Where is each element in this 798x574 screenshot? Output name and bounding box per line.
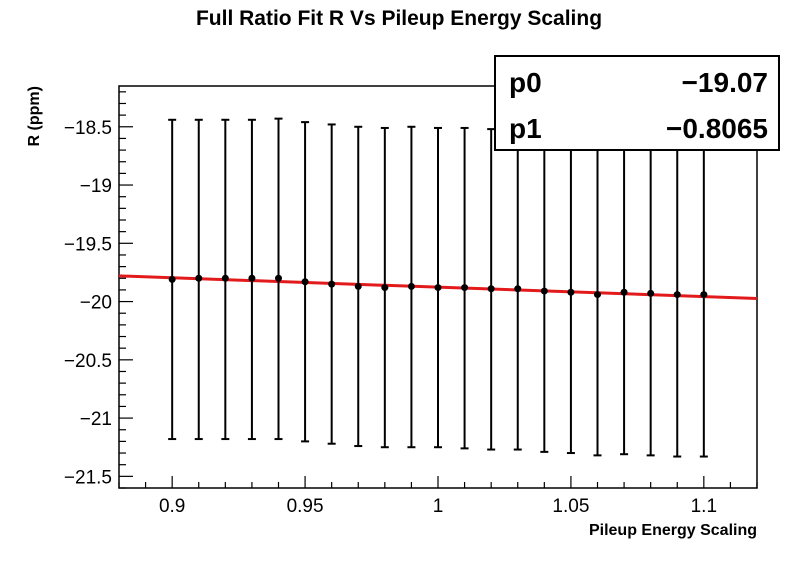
- data-point: [407, 282, 415, 290]
- data-point: [434, 284, 442, 292]
- data-point: [594, 291, 601, 299]
- chart-title: Full Ratio Fit R Vs Pileup Energy Scalin…: [196, 7, 602, 30]
- data-point: [514, 285, 522, 293]
- data-point: [487, 285, 495, 293]
- data-point: [168, 275, 176, 283]
- y-axis: −18.5 −19 −19.5 −20 −20.5 −21 −21.5: [64, 91, 133, 489]
- y-tick-label: −20: [80, 293, 112, 314]
- data-point: [221, 274, 229, 282]
- y-tick-label: −21.5: [64, 467, 112, 488]
- data-point: [195, 274, 203, 282]
- y-tick-label: −19.5: [64, 234, 112, 255]
- y-tick-label: −21: [80, 409, 112, 430]
- data-point: [673, 291, 681, 299]
- data-point: [461, 284, 469, 292]
- stats-p1-value: −0.8065: [666, 113, 768, 144]
- y-tick-label: −19: [80, 176, 112, 197]
- fit-stats-box: p0 −19.07 p1 −0.8065: [494, 55, 780, 151]
- data-point: [567, 288, 575, 296]
- data-point: [381, 284, 389, 292]
- data-point: [620, 288, 628, 296]
- y-tick-label: −20.5: [64, 351, 112, 372]
- data-point: [328, 280, 336, 288]
- data-point: [354, 282, 362, 290]
- stats-p1-name: p1: [509, 113, 542, 144]
- x-tick-label: 1: [433, 496, 444, 517]
- stats-box-frame: [494, 55, 780, 151]
- data-point: [540, 287, 548, 295]
- x-axis-title: Pileup Energy Scaling: [589, 522, 757, 539]
- y-tick-label: −18.5: [64, 118, 112, 139]
- x-tick-label: 1.1: [691, 496, 717, 517]
- stats-p0-value: −19.07: [682, 67, 768, 98]
- x-tick-label: 0.95: [287, 496, 324, 517]
- data-point: [301, 278, 309, 286]
- data-point: [700, 291, 708, 299]
- x-tick-label: 1.05: [552, 496, 589, 517]
- y-axis-title: R (ppm): [26, 86, 43, 146]
- data-point: [647, 289, 655, 297]
- x-axis: 0.9 0.95 1 1.05 1.1: [118, 476, 758, 517]
- x-tick-label: 0.9: [159, 496, 185, 517]
- data-points-layer: [168, 274, 708, 299]
- data-point: [275, 274, 282, 282]
- data-point: [248, 274, 256, 282]
- stats-p0-name: p0: [509, 67, 542, 98]
